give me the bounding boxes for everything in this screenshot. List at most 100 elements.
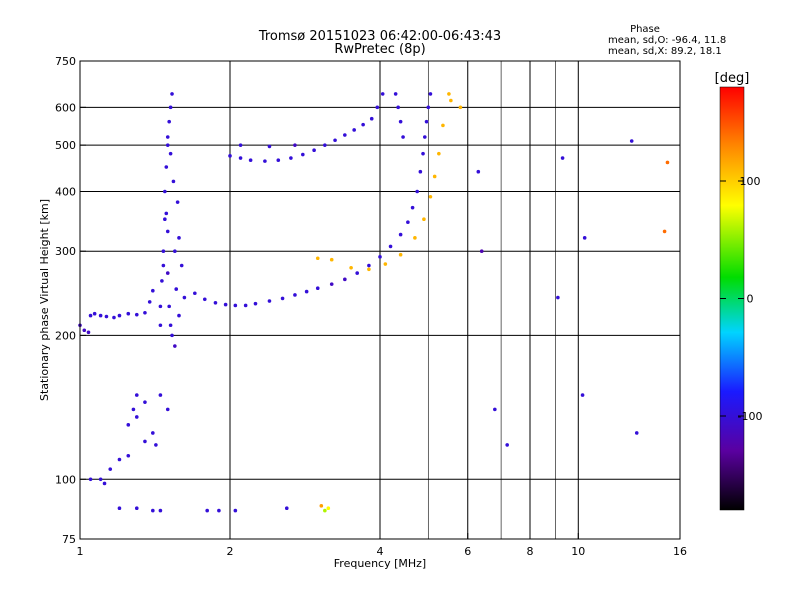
data-point	[168, 151, 173, 156]
colorbar-ticks: 100 0 -100	[720, 175, 762, 423]
data-point	[126, 311, 131, 316]
data-point	[117, 506, 122, 510]
data-point	[86, 330, 91, 335]
y-ticks: 75 100 200 300 400 500 600 750	[55, 55, 86, 546]
data-point	[167, 119, 171, 124]
colorbar-label: [deg]	[715, 71, 750, 86]
data-point	[213, 300, 218, 305]
data-point	[315, 256, 320, 261]
data-point	[134, 415, 139, 419]
data-point	[217, 508, 221, 513]
data-point	[205, 508, 209, 513]
y-tick-label: 300	[55, 245, 76, 258]
data-point	[165, 407, 170, 412]
data-point	[238, 143, 243, 147]
x-tick-label: 4	[377, 545, 384, 558]
x-tick-label: 16	[673, 545, 687, 558]
data-point	[151, 431, 155, 435]
data-point	[476, 169, 481, 174]
data-point	[165, 229, 170, 234]
data-point	[479, 249, 484, 254]
data-point	[134, 312, 139, 317]
y-tick-label: 400	[55, 185, 76, 198]
data-point	[437, 151, 441, 156]
grid-lines	[80, 61, 680, 539]
data-point	[151, 288, 155, 293]
data-point	[406, 220, 410, 225]
data-point	[415, 189, 419, 194]
data-point	[375, 105, 380, 110]
data-point	[154, 443, 158, 447]
data-point	[134, 506, 139, 510]
data-point	[167, 304, 171, 309]
data-point	[301, 152, 305, 157]
chart-subtitle: RwPretec (8p)	[334, 42, 425, 57]
data-point	[243, 303, 248, 308]
data-point	[367, 267, 371, 272]
data-point	[151, 508, 155, 513]
data-point	[164, 211, 169, 216]
data-point	[168, 105, 173, 110]
data-point	[493, 407, 497, 412]
y-tick-label: 500	[55, 139, 76, 152]
y-tick-label: 750	[55, 55, 76, 68]
data-point	[284, 506, 289, 510]
data-point	[304, 289, 309, 294]
data-point	[193, 291, 197, 296]
data-point	[424, 119, 429, 124]
colorbar-tick-label: -100	[738, 410, 763, 423]
data-point	[355, 271, 359, 275]
data-point	[413, 236, 417, 240]
data-point	[147, 300, 152, 304]
data-point	[177, 236, 181, 240]
y-tick-label: 100	[55, 473, 76, 486]
data-point	[428, 194, 433, 199]
data-point	[398, 119, 403, 124]
chart-title: Tromsø 20151023 06:42:00-06:43:43	[258, 29, 501, 44]
data-point	[378, 255, 382, 259]
data-point	[449, 98, 453, 103]
stats-line-x: mean, sd,X: 89.2, 18.1	[608, 46, 722, 57]
data-point	[165, 271, 170, 275]
y-tick-label: 600	[55, 101, 76, 114]
data-point	[289, 156, 293, 160]
data-point	[276, 158, 281, 163]
data-point	[173, 249, 177, 254]
data-point	[92, 311, 97, 316]
data-point	[170, 92, 174, 96]
data-point	[177, 313, 181, 318]
data-point	[323, 143, 327, 147]
data-point	[88, 477, 93, 482]
y-tick-label: 200	[55, 329, 76, 342]
data-point	[441, 123, 445, 128]
data-point	[458, 105, 463, 110]
data-point	[131, 407, 136, 412]
data-point	[253, 301, 258, 306]
y-axis-label: Stationary phase Virtual Height [km]	[38, 199, 51, 401]
x-tick-label: 8	[527, 545, 534, 558]
data-point	[102, 481, 107, 486]
data-point	[393, 92, 398, 96]
data-points	[78, 92, 670, 513]
data-point	[165, 143, 170, 147]
x-tick-label: 10	[571, 545, 585, 558]
data-point	[398, 252, 403, 257]
data-point	[223, 302, 228, 307]
data-point	[165, 135, 170, 139]
data-point	[329, 282, 334, 286]
data-point	[174, 287, 179, 291]
data-point	[168, 323, 173, 328]
data-point	[629, 139, 634, 143]
data-point	[161, 263, 166, 268]
x-tick-label: 6	[464, 545, 471, 558]
data-point	[108, 467, 113, 471]
data-point	[388, 244, 393, 249]
data-point	[117, 313, 122, 318]
data-point	[202, 297, 207, 302]
data-point	[422, 217, 426, 222]
data-point	[432, 174, 437, 179]
data-point	[312, 148, 316, 153]
data-point	[634, 431, 639, 435]
data-point	[280, 296, 285, 301]
